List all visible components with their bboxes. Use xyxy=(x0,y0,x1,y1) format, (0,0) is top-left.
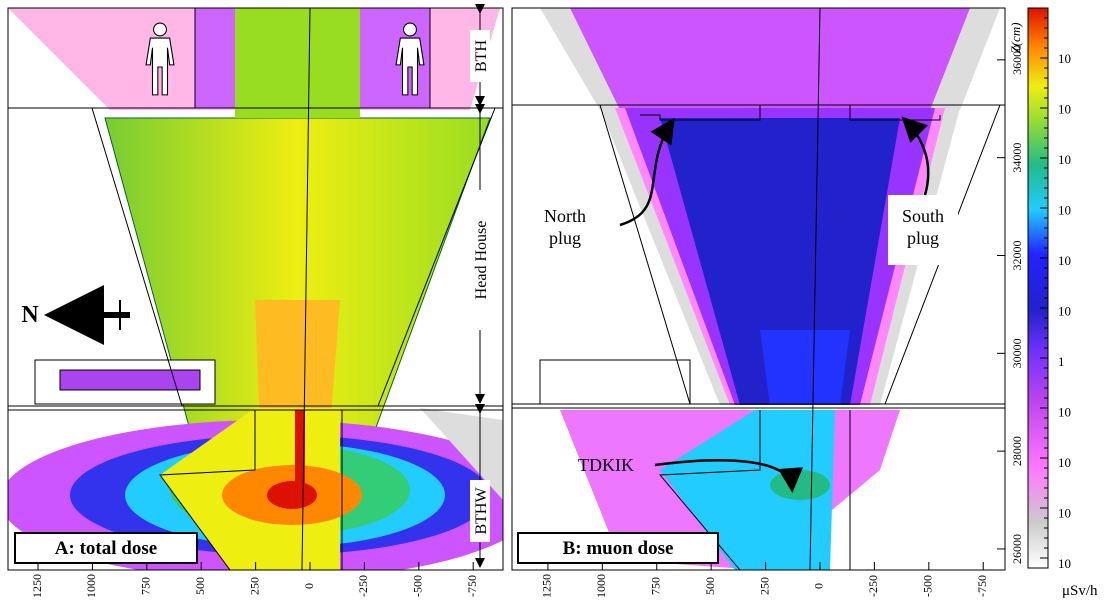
panel-title: A: total dose xyxy=(55,538,157,559)
x-tick-label: -500 xyxy=(921,575,935,597)
label-bg xyxy=(530,195,600,265)
label-bg xyxy=(888,195,958,265)
colorbar-label: 10 xyxy=(1058,304,1071,319)
x-tick-label: 0 xyxy=(302,583,316,589)
x-tick-label: 750 xyxy=(648,577,662,595)
panel-b-frame xyxy=(511,7,1006,571)
annotation: BTHW xyxy=(473,487,490,535)
x-tick-label: -500 xyxy=(411,575,425,597)
y-tick-label: 36000 xyxy=(1010,45,1024,75)
north-label: N xyxy=(21,302,39,328)
colorbar-label: 10 xyxy=(1058,102,1071,117)
panel-b-map xyxy=(512,8,1005,570)
south-plug-arrow xyxy=(901,116,930,196)
colorbar-label: 10 xyxy=(1058,455,1071,470)
x-tick-label: 1250 xyxy=(30,574,44,598)
x-tick-label: 250 xyxy=(757,577,771,595)
colorbar-label: 10 xyxy=(1058,253,1071,268)
north-plug-arrow xyxy=(619,117,675,227)
x-tick-label: -750 xyxy=(975,575,989,597)
annotation: BTH xyxy=(473,40,490,72)
panel-label-box xyxy=(14,532,198,564)
label-bg xyxy=(470,30,490,82)
x-tick-label: 1250 xyxy=(540,574,554,598)
annotation: Head House xyxy=(473,221,490,300)
x-tick-label: -250 xyxy=(356,575,370,597)
y-tick-label: 32000 xyxy=(1010,240,1024,270)
x-tick-label: -750 xyxy=(465,575,479,597)
panel-a-map xyxy=(8,8,503,570)
colorbar-label: 10 xyxy=(1058,405,1071,420)
colorbar-label: 10 xyxy=(1058,506,1071,521)
y-tick-label: 30000 xyxy=(1010,338,1024,368)
annotation: South plug xyxy=(902,206,944,248)
x-tick-label: 500 xyxy=(703,577,717,595)
annotation: TDKIK xyxy=(578,455,634,475)
colorbar-label: 10 xyxy=(1058,203,1071,218)
x-tick-label: -250 xyxy=(866,575,880,597)
colorbar-label: 1 xyxy=(1058,354,1065,369)
colorbar-label: 10 xyxy=(1058,152,1071,167)
panel-label-box xyxy=(517,532,719,564)
colorbar-unit: μSv/h xyxy=(1062,583,1098,599)
y-tick-label: 34000 xyxy=(1010,143,1024,173)
y-tick-label: 28000 xyxy=(1010,436,1024,466)
panel-title: B: muon dose xyxy=(563,538,674,559)
x-tick-label: 1000 xyxy=(84,574,98,598)
x-tick-label: 0 xyxy=(812,583,826,589)
label-bg xyxy=(470,480,490,542)
tdkik-arrow xyxy=(654,459,803,493)
colorbar-label: 10 xyxy=(1058,556,1071,571)
x-tick-label: 250 xyxy=(247,577,261,595)
y-axis-label: Z(cm) xyxy=(1008,22,1023,53)
y-tick-label: 26000 xyxy=(1010,534,1024,564)
annotation: North plug xyxy=(544,206,586,248)
x-tick-label: 500 xyxy=(193,577,207,595)
x-tick-label: 750 xyxy=(139,577,153,595)
x-tick-label: 1000 xyxy=(594,574,608,598)
label-bg xyxy=(470,190,490,330)
colorbar-label: 10 xyxy=(1058,51,1071,66)
